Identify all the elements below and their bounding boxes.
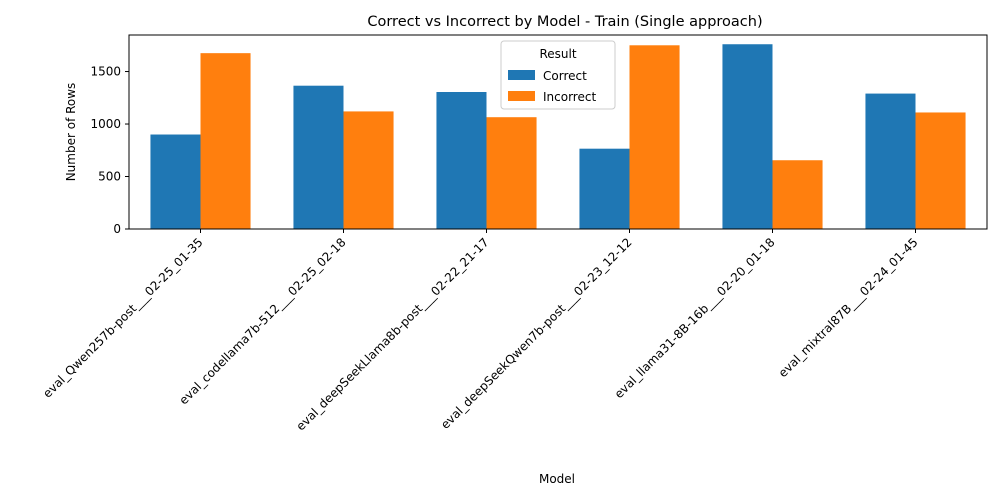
bar-incorrect-0 — [200, 53, 251, 229]
x-tick-label-4: eval_llama31-8B-16b___02-20_01-18 — [612, 235, 778, 401]
bar-correct-5 — [865, 93, 916, 229]
legend-entry-incorrect: Incorrect — [543, 90, 596, 104]
bar-correct-4 — [722, 44, 773, 229]
bar-incorrect-4 — [772, 160, 823, 229]
legend-entry-correct: Correct — [543, 69, 587, 83]
legend: Result Correct Incorrect — [500, 40, 616, 110]
legend-title: Result — [539, 47, 576, 61]
y-tick-label-0: 0 — [113, 222, 121, 236]
bar-correct-0 — [150, 134, 201, 229]
y-tick-label-3: 1500 — [90, 65, 121, 79]
x-tick-label-5: eval_mixtral87B___02-24_01-45 — [776, 235, 921, 380]
bar-incorrect-5 — [915, 112, 966, 229]
bar-correct-3 — [579, 148, 630, 229]
bar-correct-1 — [293, 85, 344, 229]
y-axis-label: Number of Rows — [64, 83, 78, 182]
x-axis-label: Model — [539, 472, 575, 486]
bar-correct-2 — [436, 92, 487, 229]
bar-incorrect-3 — [629, 45, 680, 229]
legend-swatch-incorrect — [508, 91, 535, 101]
bar-incorrect-1 — [343, 111, 394, 229]
y-tick-label-2: 1000 — [90, 117, 121, 131]
x-tick-label-1: eval_codellama7b-512___02-25_02-18 — [177, 235, 349, 407]
legend-swatch-correct — [508, 70, 535, 80]
y-tick-label-1: 500 — [98, 170, 121, 184]
bar-incorrect-2 — [486, 117, 537, 229]
plot-frame — [128, 34, 988, 230]
x-tick-label-0: eval_Qwen257b-post___02-25_01-35 — [40, 235, 205, 400]
chart-title: Correct vs Incorrect by Model - Train (S… — [367, 14, 762, 30]
